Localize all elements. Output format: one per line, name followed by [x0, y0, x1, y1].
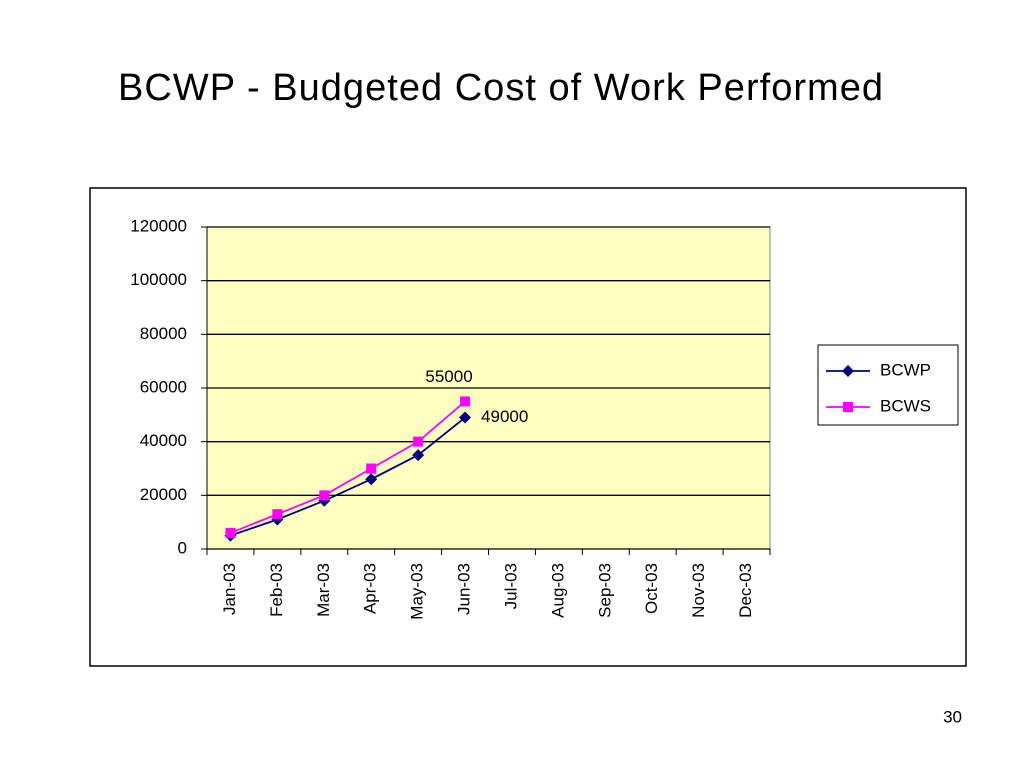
- marker: [459, 411, 472, 424]
- x-tick-label: Jun-03: [455, 563, 474, 615]
- slide-title: BCWP - Budgeted Cost of Work Performed: [118, 67, 883, 109]
- x-tick-label: Dec-03: [736, 563, 755, 618]
- data-label: 55000: [425, 367, 472, 386]
- marker: [413, 436, 424, 447]
- legend-label: BCWP: [880, 360, 931, 379]
- marker: [460, 396, 471, 407]
- marker: [843, 402, 853, 412]
- y-tick-label: 40000: [140, 431, 187, 450]
- x-tick-label: Aug-03: [548, 563, 567, 618]
- marker: [366, 463, 377, 474]
- data-label: 49000: [481, 407, 528, 426]
- y-tick-label: 100000: [130, 270, 187, 289]
- y-tick-label: 0: [178, 538, 187, 557]
- legend-box: [817, 344, 959, 426]
- x-tick-label: Apr-03: [361, 563, 380, 614]
- marker: [842, 365, 854, 377]
- marker: [319, 490, 330, 501]
- series-line: [230, 416, 466, 537]
- x-tick-label: Jul-03: [501, 563, 520, 609]
- y-tick-label: 20000: [140, 485, 187, 504]
- x-tick-label: Feb-03: [267, 563, 286, 617]
- legend-label: BCWS: [880, 396, 931, 415]
- marker: [225, 527, 236, 538]
- y-tick-label: 60000: [140, 377, 187, 396]
- x-tick-label: Jan-03: [220, 563, 239, 615]
- x-tick-label: Sep-03: [595, 563, 614, 618]
- marker: [365, 473, 378, 486]
- page-number: 30: [943, 707, 962, 726]
- x-tick-label: May-03: [408, 563, 427, 620]
- y-tick-label: 80000: [140, 324, 187, 343]
- marker: [272, 509, 283, 520]
- marker: [412, 449, 425, 462]
- series-line: [230, 400, 466, 534]
- x-tick-label: Oct-03: [642, 563, 661, 614]
- x-tick-label: Nov-03: [689, 563, 708, 618]
- x-tick-label: Mar-03: [314, 563, 333, 617]
- y-tick-label: 120000: [130, 216, 187, 235]
